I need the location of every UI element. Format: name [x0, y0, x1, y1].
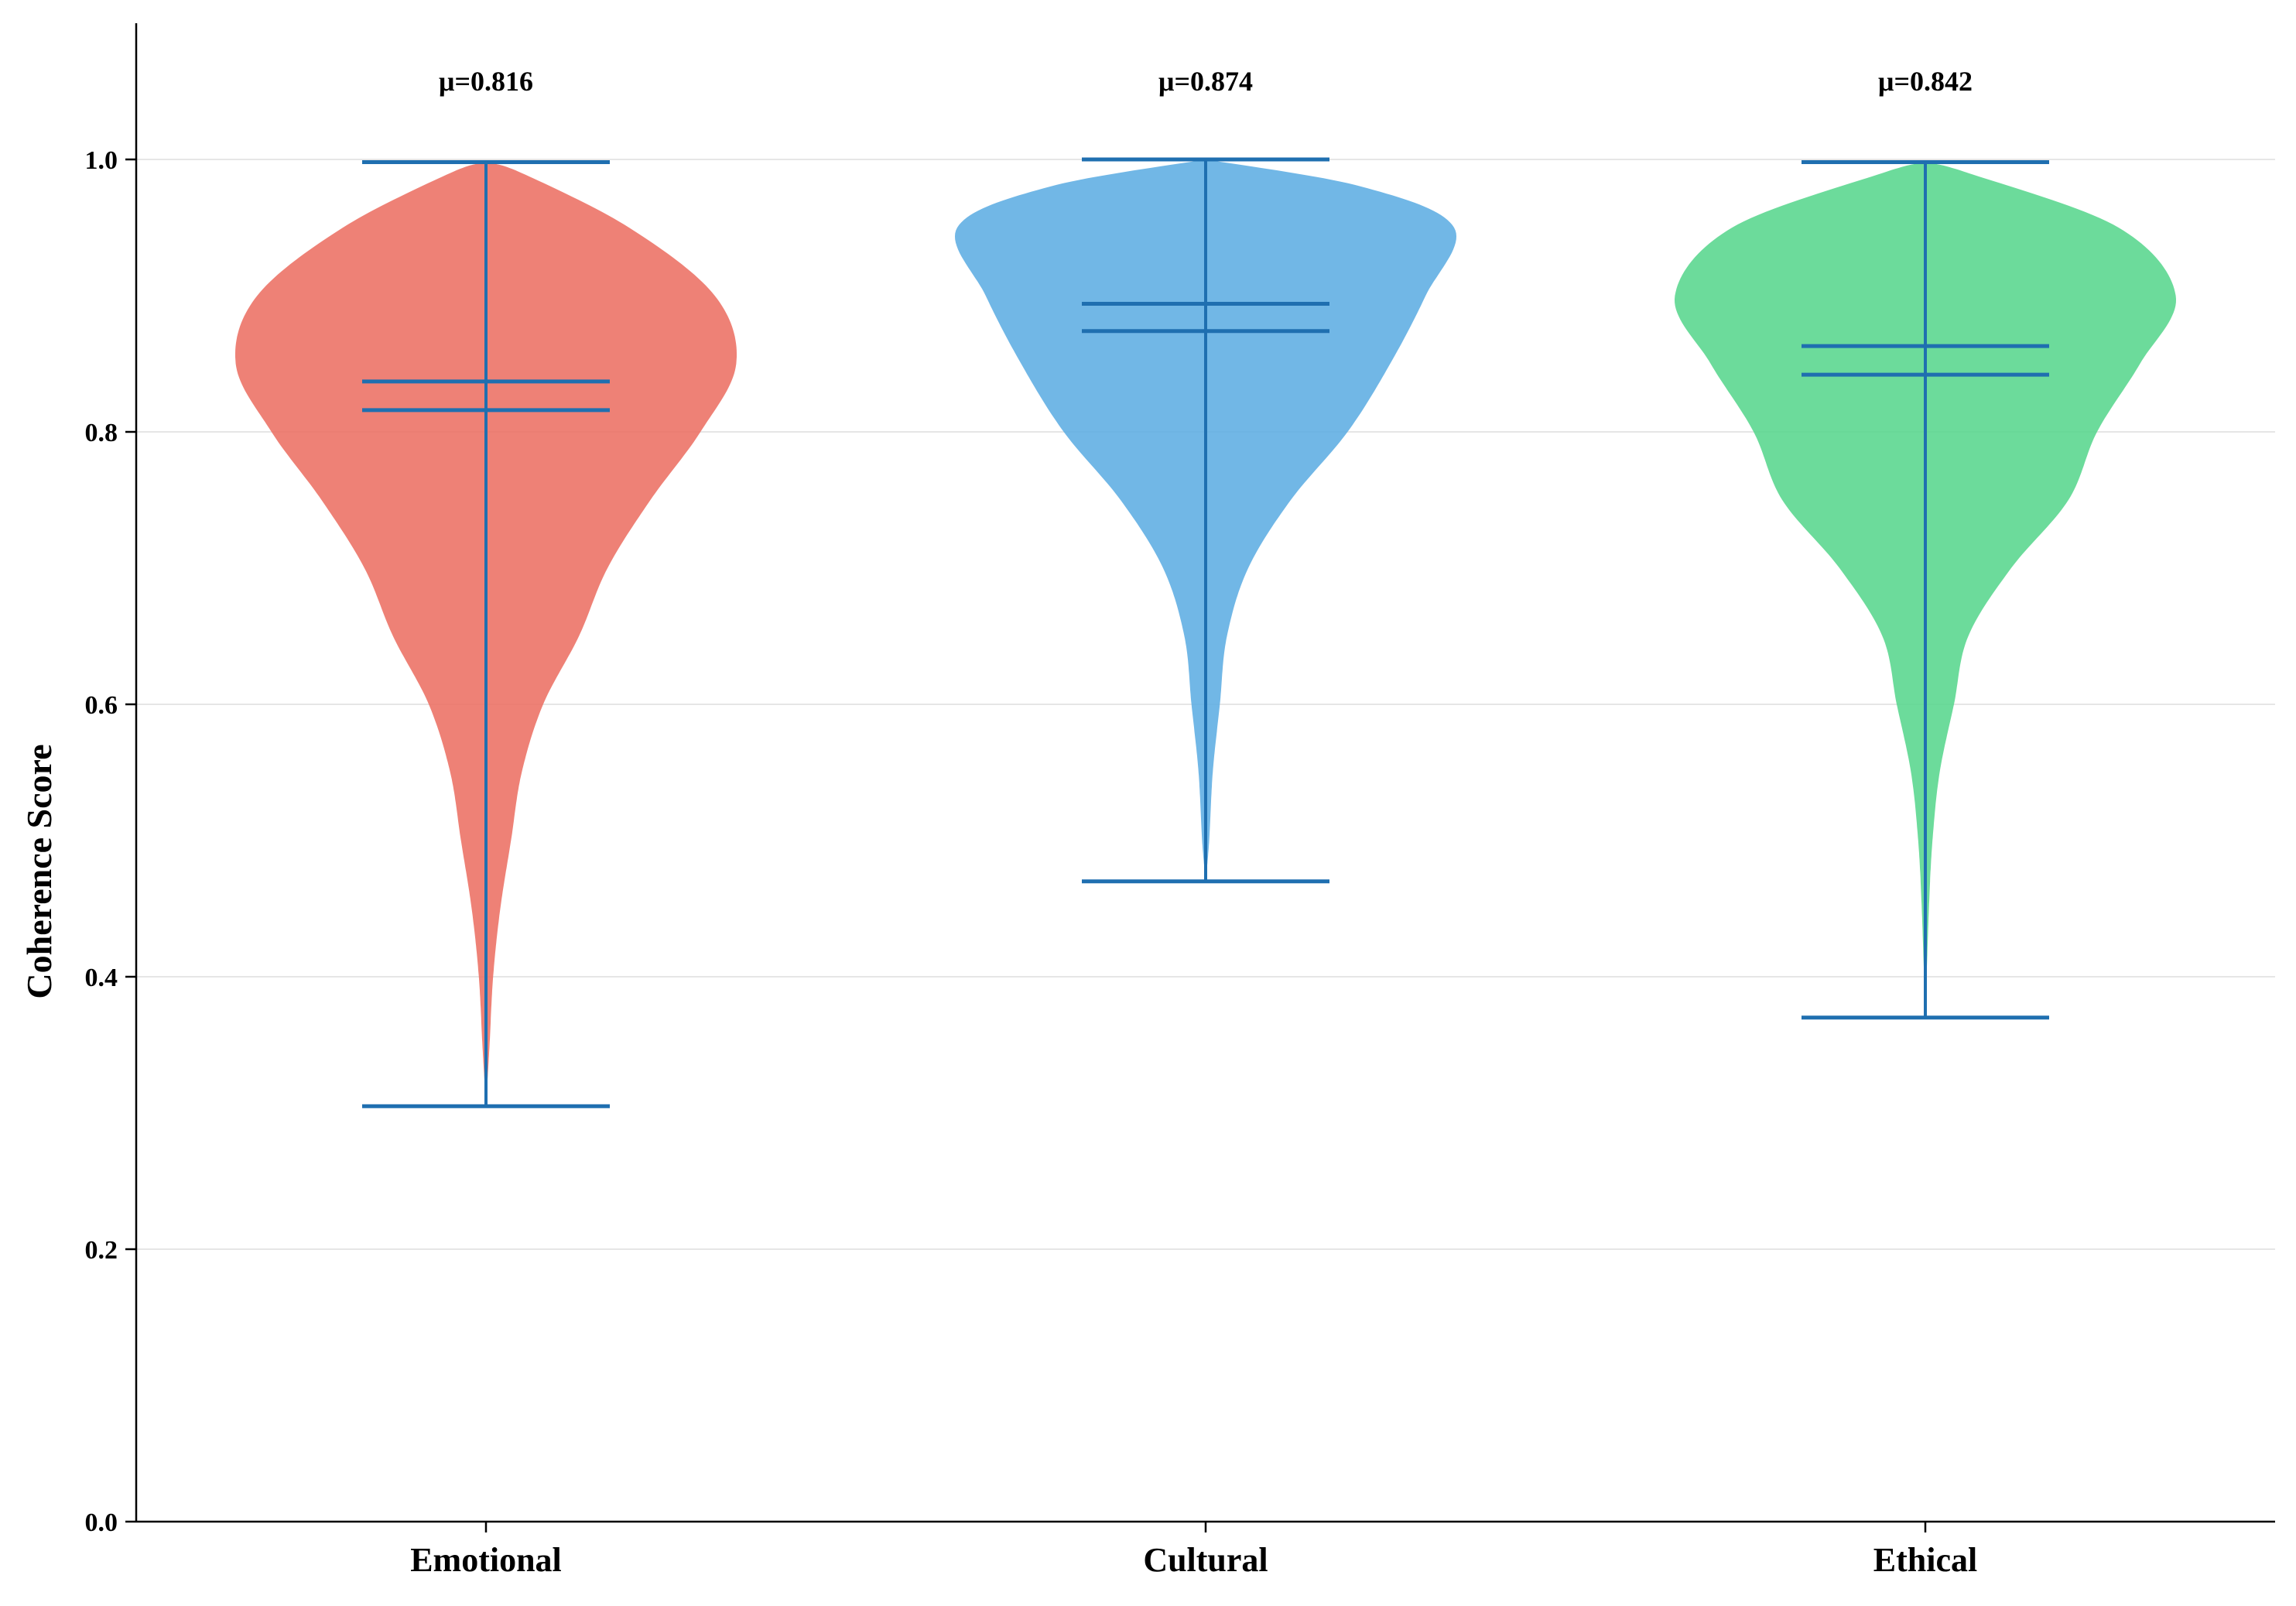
mean-label-cultural: μ=0.874: [1158, 66, 1253, 97]
x-ticks: Emotional Cultural Ethical: [410, 1522, 1977, 1579]
x-tick-label-ethical: Ethical: [1873, 1541, 1977, 1579]
y-tick-label: 0.4: [85, 964, 118, 992]
y-tick-label: 0.8: [85, 419, 118, 447]
y-tick-label: 1.0: [85, 146, 118, 175]
y-ticks: 0.0 0.2 0.4 0.6 0.8 1.0: [85, 146, 136, 1537]
mean-label-ethical: μ=0.842: [1878, 66, 1973, 97]
y-tick-label: 0.6: [85, 691, 118, 720]
x-tick-label-cultural: Cultural: [1143, 1541, 1268, 1579]
x-tick-label-emotional: Emotional: [410, 1541, 562, 1579]
y-axis-title: Coherence Score: [19, 744, 59, 998]
mean-label-emotional: μ=0.816: [439, 66, 533, 97]
mean-labels: μ=0.816 μ=0.874 μ=0.842: [439, 66, 1973, 97]
y-tick-label: 0.0: [85, 1508, 118, 1537]
violin-stat-lines: [362, 157, 2049, 1108]
y-tick-label: 0.2: [85, 1236, 118, 1265]
